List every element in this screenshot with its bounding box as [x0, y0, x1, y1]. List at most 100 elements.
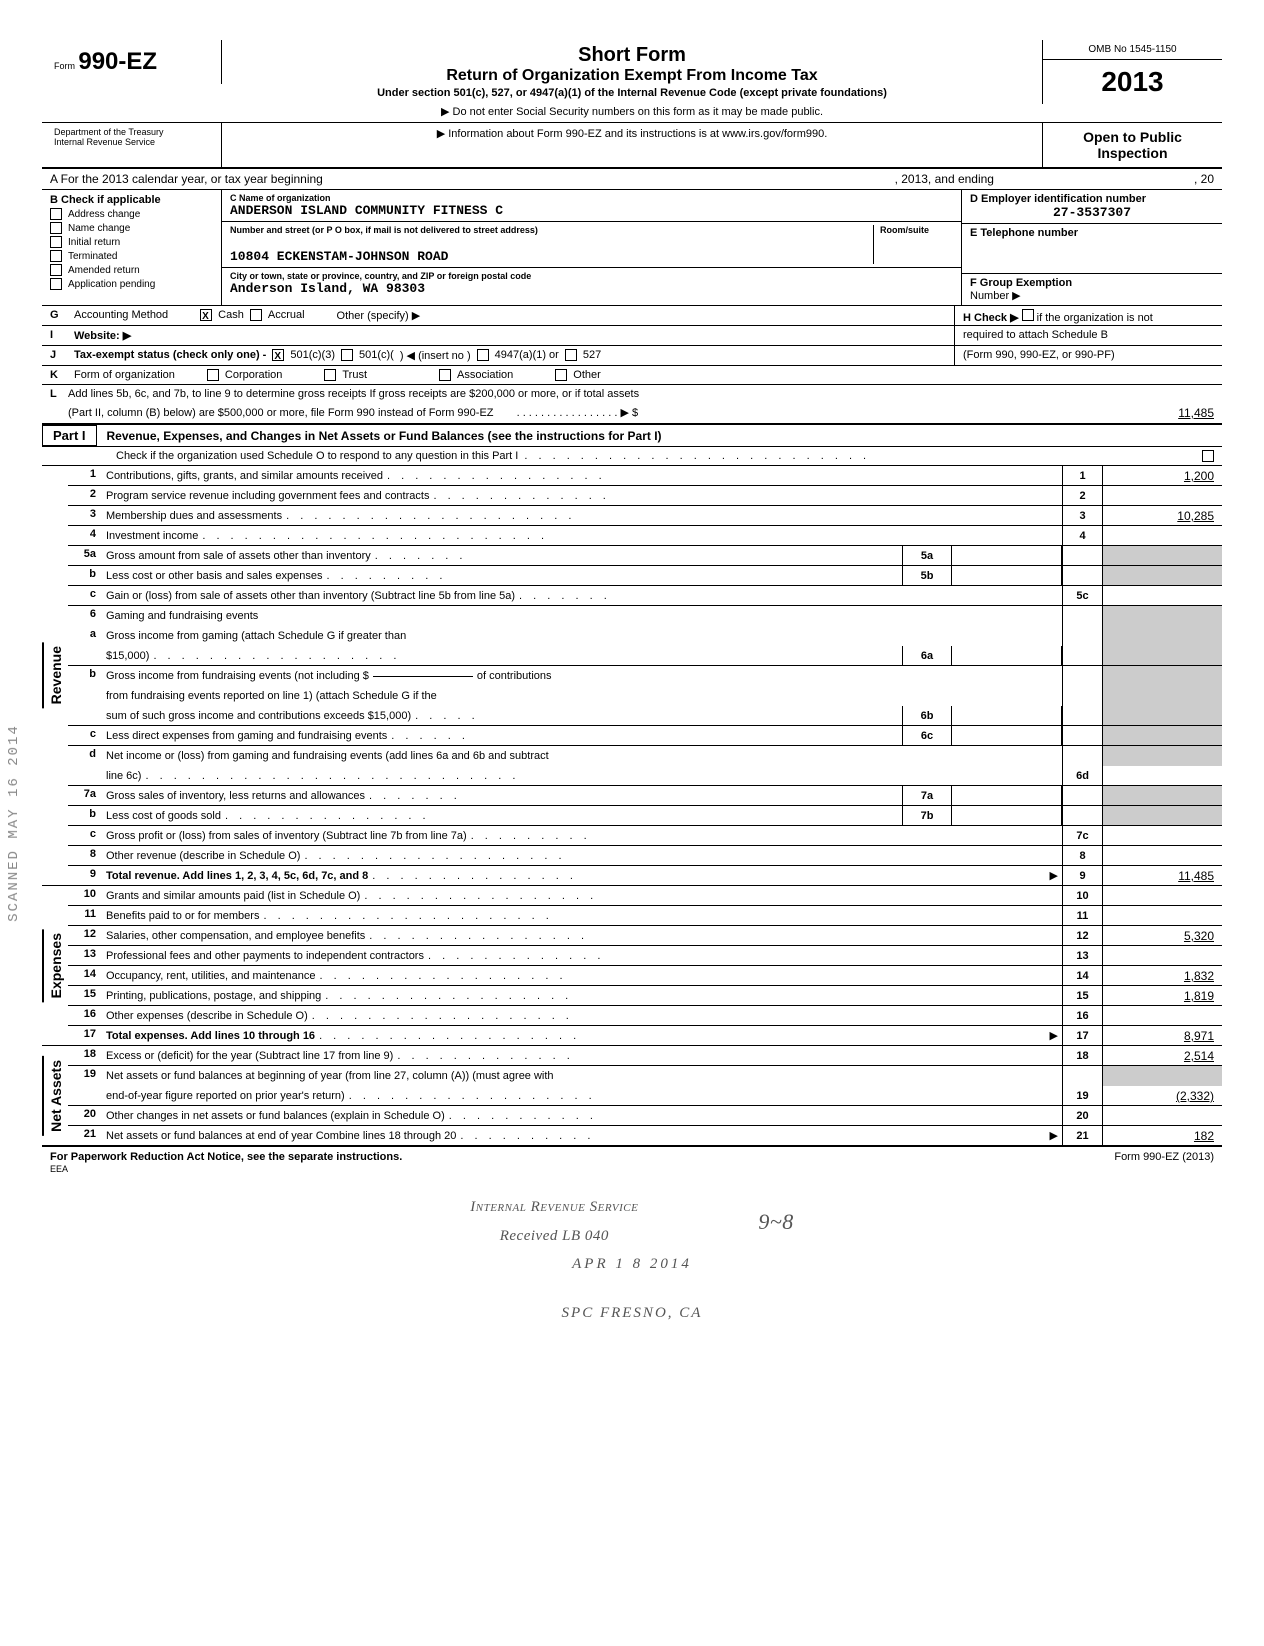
org-city: Anderson Island, WA 98303: [230, 281, 953, 296]
checkbox-name[interactable]: [50, 222, 62, 234]
row4-desc: Investment income: [106, 530, 198, 542]
row7a-num: 7a: [68, 786, 102, 805]
dept-treasury: Department of the Treasury: [54, 127, 209, 137]
line-l-text1: Add lines 5b, 6c, and 7b, to line 9 to d…: [68, 388, 639, 400]
dept-irs: Internal Revenue Service: [54, 137, 209, 147]
checkbox-address[interactable]: [50, 208, 62, 220]
row6c-mb: 6c: [902, 726, 952, 745]
label-trust: Trust: [342, 369, 367, 381]
row17-val: 8,971: [1102, 1026, 1222, 1045]
row9-num: 9: [68, 866, 102, 885]
row6d-desc: Net income or (loss) from gaming and fun…: [106, 750, 549, 762]
checkbox-initial[interactable]: [50, 236, 62, 248]
row7c-ln: 7c: [1062, 826, 1102, 845]
row1-val: 1,200: [1102, 466, 1222, 485]
inspection: Inspection: [1049, 145, 1216, 161]
checkbox-corp[interactable]: [207, 369, 219, 381]
row21-num: 21: [68, 1126, 102, 1145]
checkbox-amended[interactable]: [50, 264, 62, 276]
checkbox-cash[interactable]: [200, 309, 212, 321]
row14-desc: Occupancy, rent, utilities, and maintena…: [106, 970, 316, 982]
row5a-mb: 5a: [902, 546, 952, 565]
row9-ln: 9: [1062, 866, 1102, 885]
row15-ln: 15: [1062, 986, 1102, 1005]
line-l-text2: (Part II, column (B) below) are $500,000…: [68, 407, 494, 419]
row9-arrow: ▶: [1050, 869, 1058, 882]
checkbox-501c3[interactable]: [272, 349, 284, 361]
h-text: if the organization is not: [1037, 312, 1153, 324]
row10-val: [1102, 886, 1222, 905]
checkbox-accrual[interactable]: [250, 309, 262, 321]
row15-val: 1,819: [1102, 986, 1222, 1005]
row18-desc: Excess or (deficit) for the year (Subtra…: [106, 1050, 393, 1062]
label-cash: Cash: [218, 309, 244, 322]
row8-ln: 8: [1062, 846, 1102, 865]
row5c-desc: Gain or (loss) from sale of assets other…: [106, 590, 515, 602]
city-label: City or town, state or province, country…: [230, 271, 953, 281]
label-corp: Corporation: [225, 369, 282, 381]
form-header: Form 990-EZ Short Form Return of Organiz…: [42, 40, 1222, 123]
row15-num: 15: [68, 986, 102, 1005]
org-address: 10804 ECKENSTAM-JOHNSON ROAD: [230, 249, 873, 264]
row7b-desc: Less cost of goods sold: [106, 810, 221, 822]
form-990ez: Form 990-EZ Short Form Return of Organiz…: [42, 40, 1222, 1327]
row21-val: 182: [1102, 1126, 1222, 1145]
line-k-label: Form of organization: [74, 369, 175, 381]
row19-desc2: end-of-year figure reported on prior yea…: [106, 1090, 345, 1102]
row6d-desc2: line 6c): [106, 770, 141, 782]
row21-desc: Net assets or fund balances at end of ye…: [106, 1130, 456, 1142]
row6d-ln: 6d: [1062, 766, 1102, 785]
row18-num: 18: [68, 1046, 102, 1065]
row13-desc: Professional fees and other payments to …: [106, 950, 424, 962]
row5c-num: c: [68, 586, 102, 605]
gross-receipts: 11,485: [1094, 406, 1214, 420]
e-label: E Telephone number: [970, 227, 1214, 239]
row21-arrow: ▶: [1050, 1129, 1058, 1142]
row6d-num: d: [68, 746, 102, 766]
line-a-left: A For the 2013 calendar year, or tax yea…: [50, 172, 323, 186]
form-number: 990-EZ: [78, 48, 157, 75]
row2-val: [1102, 486, 1222, 505]
line-k-letter: K: [50, 369, 68, 381]
row6b-desc4: sum of such gross income and contributio…: [106, 710, 411, 722]
row6c-num: c: [68, 726, 102, 745]
tax-year: 2013: [1043, 60, 1222, 104]
row11-num: 11: [68, 906, 102, 925]
irs-stamps: Internal Revenue Service Received LB 040…: [42, 1193, 1222, 1327]
checkbox-assoc[interactable]: [439, 369, 451, 381]
row6a-desc2: $15,000): [106, 650, 149, 662]
row6a-desc: Gross income from gaming (attach Schedul…: [106, 630, 406, 642]
label-other-method: Other (specify) ▶: [337, 309, 421, 322]
checkbox-terminated[interactable]: [50, 250, 62, 262]
row5b-mb: 5b: [902, 566, 952, 585]
checkbox-pending[interactable]: [50, 278, 62, 290]
checkbox-527[interactable]: [565, 349, 577, 361]
header-note1: ▶ Do not enter Social Security numbers o…: [234, 105, 1030, 118]
row12-num: 12: [68, 926, 102, 945]
checkbox-trust[interactable]: [324, 369, 336, 381]
row21-ln: 21: [1062, 1126, 1102, 1145]
title-desc: Under section 501(c), 527, or 4947(a)(1)…: [234, 87, 1030, 99]
checkbox-501c[interactable]: [341, 349, 353, 361]
stamp-irs: Internal Revenue Service: [470, 1193, 638, 1222]
header-note2: ▶ Information about Form 990-EZ and its …: [222, 123, 1042, 167]
row1-num: 1: [68, 466, 102, 485]
checkbox-sched-o[interactable]: [1202, 450, 1214, 462]
checkbox-other-org[interactable]: [555, 369, 567, 381]
checkbox-4947[interactable]: [477, 349, 489, 361]
label-assoc: Association: [457, 369, 513, 381]
label-initial: Initial return: [68, 237, 120, 248]
row9-desc: Total revenue. Add lines 1, 2, 3, 4, 5c,…: [106, 870, 368, 882]
ein: 27-3537307: [970, 205, 1214, 220]
row19-num: 19: [68, 1066, 102, 1086]
label-name-change: Name change: [68, 223, 130, 234]
checkbox-sched-b[interactable]: [1022, 309, 1034, 321]
row3-num: 3: [68, 506, 102, 525]
row16-num: 16: [68, 1006, 102, 1025]
row11-val: [1102, 906, 1222, 925]
open-public: Open to Public: [1049, 129, 1216, 145]
footer-eea: EEA: [50, 1164, 68, 1174]
stamp-spc: SPC FRESNO, CA: [42, 1299, 1222, 1328]
title-sub: Return of Organization Exempt From Incom…: [234, 67, 1030, 85]
label-terminated: Terminated: [68, 251, 117, 262]
